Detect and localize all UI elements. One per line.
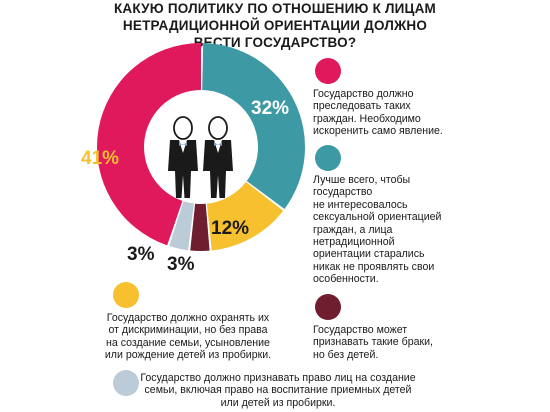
legend-text-marriage: Государство может признавать такие браки… — [313, 324, 433, 361]
two-men-in-suits-icon — [168, 116, 233, 198]
legend-text-persecute: Государство должно преследовать таких гр… — [313, 88, 443, 138]
legend-dot-persecute — [315, 58, 341, 84]
slice-full-rights — [169, 201, 194, 251]
slice-label-persecute: 32% — [251, 98, 290, 119]
legend-text-not-interested: Лучше всего, чтобы государство не интере… — [313, 174, 442, 286]
legend-text-protect: Государство должно охранять их от дискри… — [104, 312, 272, 362]
legend-dot-protect — [113, 282, 139, 308]
legend-dot-not-interested — [315, 145, 341, 171]
slice-marriage — [190, 203, 210, 251]
slice-label-full-rights: 3% — [127, 244, 155, 265]
chart-title: КАКУЮ ПОЛИТИКУ ПО ОТНОШЕНИЮ К ЛИЦАМ НЕТР… — [113, 1, 437, 50]
slice-label-marriage: 3% — [167, 254, 195, 275]
legend-dot-full-rights — [113, 370, 139, 396]
slice-persecute — [202, 43, 306, 209]
slice-protect — [206, 181, 284, 251]
slice-not-interested — [97, 43, 201, 246]
legend-dot-marriage — [315, 294, 341, 320]
legend-text-full-rights: Государство должно признавать право лиц … — [140, 372, 416, 409]
slice-label-protect: 12% — [211, 218, 250, 239]
slice-label-not-interested: 41% — [81, 148, 120, 169]
